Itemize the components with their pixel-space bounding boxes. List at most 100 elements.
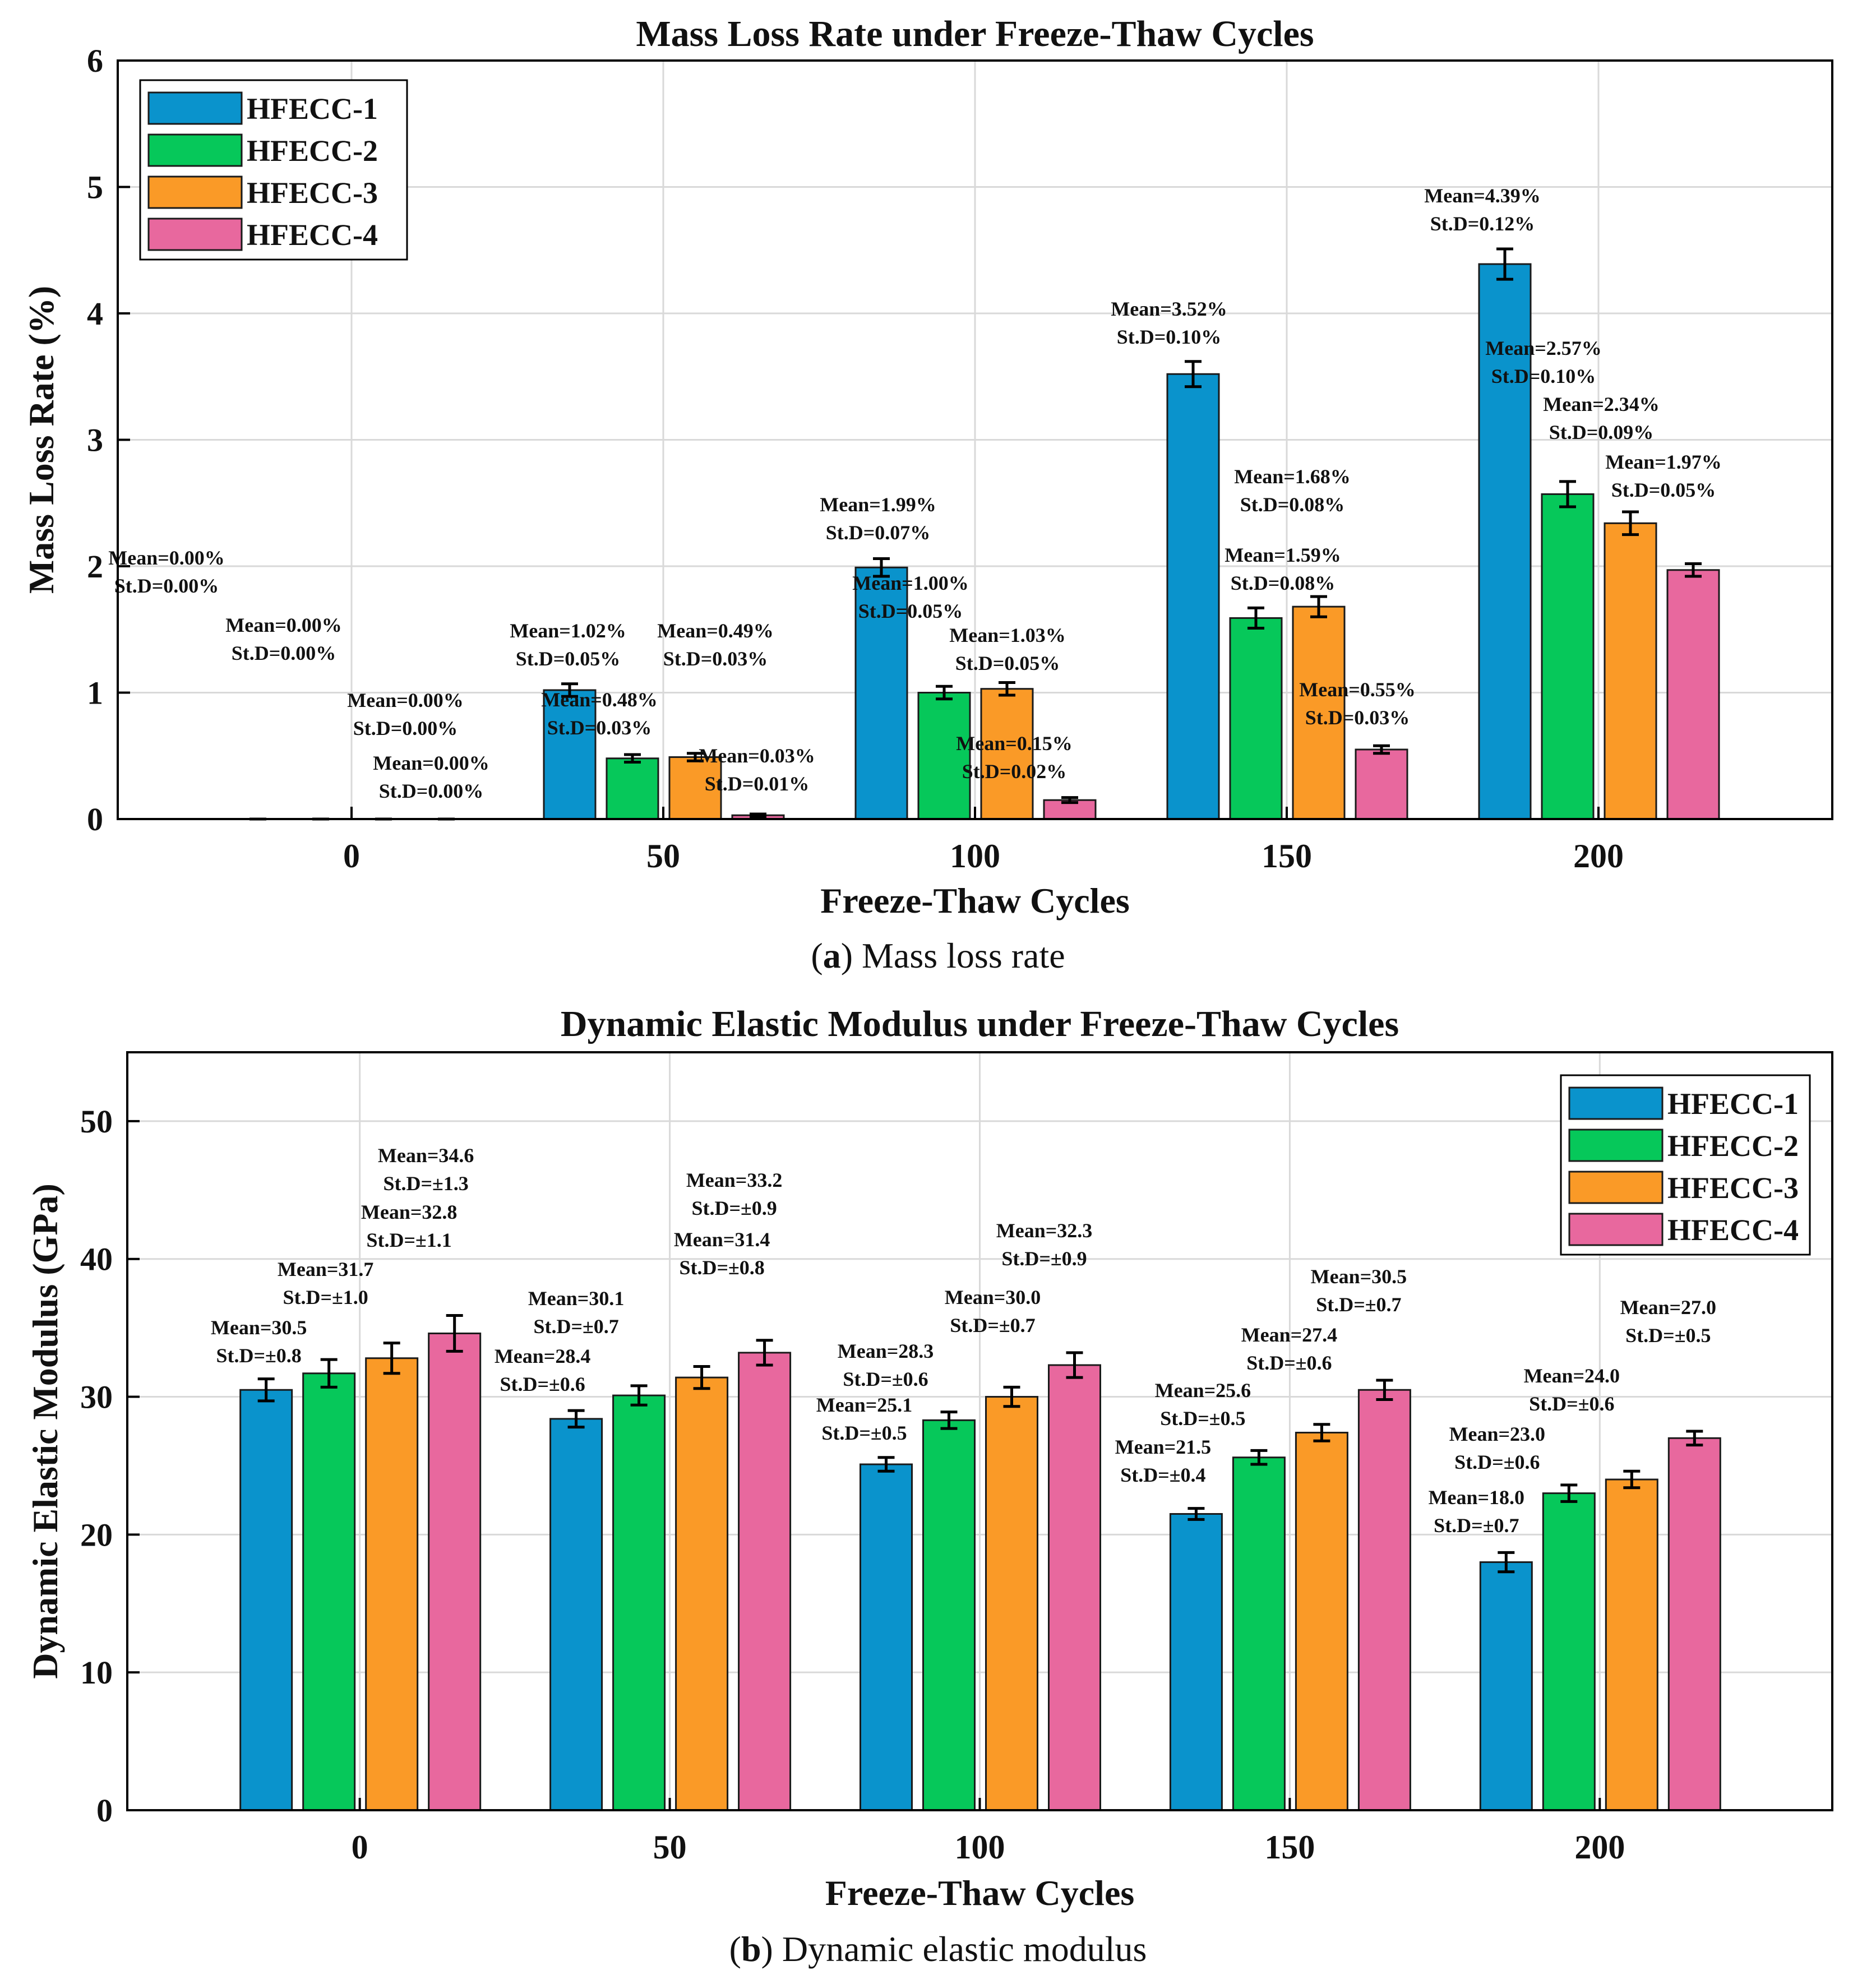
chart2-legend-swatch	[1568, 1086, 1664, 1120]
chart2-bar	[549, 1418, 603, 1811]
chart2-std-label: St.D=±0.8	[216, 1344, 302, 1367]
chart2-mean-label: Mean=34.6	[378, 1144, 474, 1167]
chart2-xtick-label: 200	[1574, 1829, 1625, 1866]
chart1-mean-label: Mean=0.00%	[373, 752, 489, 774]
chart2-std-label: St.D=±0.7	[1316, 1293, 1401, 1316]
caption-a-text: Mass loss rate	[862, 936, 1065, 975]
chart2-title: Dynamic Elastic Modulus under Freeze-Tha…	[561, 1003, 1399, 1044]
chart1-xlabel: Freeze-Thaw Cycles	[820, 881, 1130, 921]
chart1-legend-swatch	[147, 218, 243, 251]
chart1-std-label: St.D=0.09%	[1549, 421, 1654, 443]
chart1-bar	[1355, 748, 1408, 820]
chart1-mean-label: Mean=0.00%	[225, 614, 342, 636]
chart2-ytick-label: 50	[80, 1103, 113, 1140]
chart1-xtick-label: 50	[646, 838, 680, 875]
chart2-bar	[1542, 1492, 1596, 1811]
chart1-std-label: St.D=0.00%	[353, 717, 458, 739]
chart1-bar	[1292, 605, 1346, 820]
chart2-std-label: St.D=±0.6	[1529, 1393, 1614, 1415]
chart1-std-label: St.D=0.00%	[114, 575, 219, 597]
chart2-bar	[1605, 1478, 1658, 1811]
chart2-std-label: St.D=±0.8	[679, 1256, 764, 1279]
chart1-mean-label: Mean=2.34%	[1543, 393, 1660, 415]
chart1-xtick-label: 200	[1573, 838, 1624, 875]
chart2-mean-label: Mean=31.7	[278, 1258, 374, 1280]
chart1-mean-label: Mean=0.48%	[541, 688, 658, 711]
chart2-bar	[675, 1376, 729, 1811]
chart1-ytick-label: 5	[87, 169, 103, 206]
chart1-std-label: St.D=0.00%	[379, 780, 484, 802]
caption-b: (b) Dynamic elastic modulus	[729, 1929, 1147, 1969]
chart2-ylabel: Dynamic Elastic Modulus (GPa)	[25, 1183, 65, 1679]
chart2-xlabel: Freeze-Thaw Cycles	[825, 1873, 1135, 1913]
chart1-legend-swatch	[147, 133, 243, 167]
chart1-xtick-label: 0	[343, 838, 360, 875]
chart1-bar	[1541, 493, 1595, 820]
chart2-std-label: St.D=±0.9	[691, 1197, 777, 1219]
chart1-bar	[668, 756, 722, 820]
chart2-bar	[922, 1419, 976, 1811]
chart2-mean-label: Mean=23.0	[1449, 1423, 1546, 1445]
chart2-bar	[365, 1357, 419, 1811]
chart1-bar	[917, 692, 971, 820]
chart2-legend-label: HFECC-1	[1667, 1087, 1799, 1121]
chart1-mean-label: Mean=0.00%	[347, 689, 464, 711]
chart2-bar	[428, 1332, 482, 1811]
chart1-bar	[854, 566, 908, 820]
chart2-mean-label: Mean=28.3	[838, 1340, 934, 1362]
chart2-mean-label: Mean=30.5	[1311, 1265, 1407, 1288]
chart1-bar	[1666, 569, 1720, 820]
chart2-std-label: St.D=±0.6	[843, 1368, 928, 1390]
chart1-mean-label: Mean=1.99%	[820, 493, 936, 516]
chart2-ytick-label: 30	[80, 1379, 113, 1416]
chart1-std-label: St.D=0.10%	[1491, 365, 1596, 387]
chart2-std-label: St.D=±1.0	[283, 1286, 368, 1308]
chart2-bar	[1667, 1437, 1721, 1811]
chart1-std-label: St.D=0.12%	[1430, 212, 1535, 235]
chart1-ytick-label: 2	[87, 548, 103, 585]
chart2-std-label: St.D=±1.1	[367, 1229, 452, 1251]
chart1-mean-label: Mean=4.39%	[1424, 184, 1541, 207]
chart1-std-label: St.D=0.05%	[1611, 479, 1716, 501]
chart1-mean-label: Mean=2.57%	[1485, 337, 1602, 359]
chart2-xtick-label: 100	[955, 1829, 1005, 1866]
caption-a: (a) Mass loss rate	[811, 936, 1065, 975]
chart2-ytick-label: 10	[80, 1654, 113, 1691]
chart1-bar	[606, 757, 659, 820]
chart1-std-label: St.D=0.05%	[858, 600, 963, 622]
chart1-ytick-label: 1	[87, 675, 103, 711]
chart1-std-label: St.D=0.03%	[663, 648, 768, 670]
chart2-bar	[1169, 1513, 1223, 1811]
chart2-mean-label: Mean=32.8	[361, 1201, 458, 1223]
chart2-legend-swatch	[1568, 1129, 1664, 1162]
chart1-ytick-label: 0	[87, 801, 103, 838]
chart2-bar	[239, 1389, 293, 1811]
chart2-bar	[1357, 1389, 1411, 1811]
chart2-mean-label: Mean=18.0	[1429, 1486, 1525, 1509]
chart1-mean-label: Mean=1.02%	[510, 619, 626, 642]
chart1-std-label: St.D=0.05%	[955, 652, 1060, 674]
chart1-ytick-label: 6	[87, 43, 103, 79]
chart1-legend-label: HFECC-2	[247, 134, 378, 168]
chart2-std-label: St.D=±0.6	[1246, 1352, 1332, 1374]
chart2-xtick-label: 50	[653, 1829, 687, 1866]
chart2-std-label: St.D=±0.7	[533, 1315, 618, 1338]
chart1-std-label: St.D=0.00%	[232, 642, 336, 664]
chart1-mean-label: Mean=1.00%	[852, 572, 969, 594]
chart1-bar	[1604, 522, 1657, 820]
chart2-std-label: St.D=±0.5	[1625, 1324, 1711, 1347]
chart2-mean-label: Mean=25.1	[816, 1394, 913, 1416]
chart2-std-label: St.D=±0.5	[821, 1422, 907, 1444]
chart2-bar	[1295, 1431, 1348, 1811]
chart1-std-label: St.D=0.10%	[1117, 326, 1222, 348]
chart1-std-label: St.D=0.07%	[826, 521, 931, 544]
chart2-std-label: St.D=±0.4	[1120, 1464, 1205, 1486]
chart2-std-label: St.D=±0.6	[1454, 1451, 1540, 1473]
chart2-std-label: St.D=±0.9	[1001, 1247, 1087, 1270]
chart1-ytick-label: 4	[87, 295, 103, 332]
chart2-legend-swatch	[1568, 1171, 1664, 1204]
chart2-std-label: St.D=±0.7	[1434, 1514, 1519, 1537]
chart2-bar	[860, 1463, 913, 1811]
chart1-mean-label: Mean=0.49%	[657, 619, 774, 642]
